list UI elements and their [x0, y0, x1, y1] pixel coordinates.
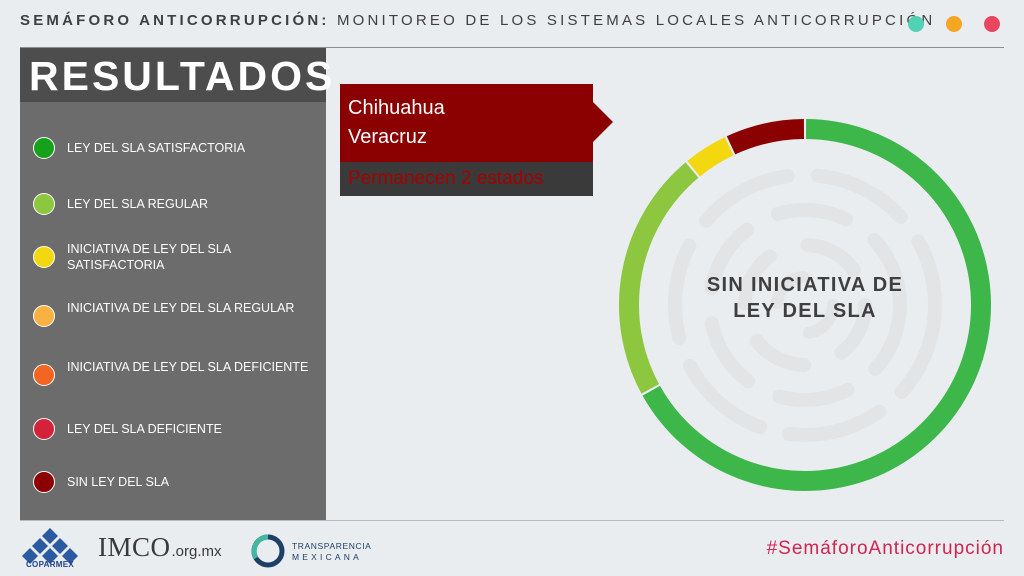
results-sidebar: RESULTADOS LEY DEL SLA SATISFACTORIA LEY … [20, 48, 332, 520]
imco-logo: IMCO .org.mx [98, 532, 222, 562]
imco-domain: .org.mx [171, 543, 222, 560]
donut-slices [619, 119, 991, 491]
legend-item: INICIATIVA DE LEY DEL SLA SATISFACTORIA [20, 242, 326, 272]
coparmex-label: COPARMEX [25, 560, 75, 569]
legend-item: LEY DEL SLA DEFICIENTE [20, 415, 326, 443]
legend-label: INICIATIVA DE LEY DEL SLA DEFICIENTE [67, 360, 309, 374]
coparmex-logo-icon [22, 528, 78, 564]
donut-slice [687, 137, 734, 177]
transparencia-logo-icon [251, 534, 285, 568]
footer-divider [20, 520, 1004, 521]
legend-item: SIN LEY DEL SLA [20, 468, 326, 496]
legend-swatch [33, 305, 55, 327]
donut-center-label: SIN INICIATIVA DE LEY DEL SLA [680, 272, 930, 324]
legend-label: SIN LEY DEL SLA [67, 475, 170, 489]
transparencia-label: TRANSPARENCIA MEXICANA [292, 541, 371, 563]
legend-label: LEY DEL SLA REGULAR [67, 197, 209, 211]
legend-swatch [33, 193, 55, 215]
legend-label: INICIATIVA DE LEY DEL SLA REGULAR [67, 301, 295, 315]
transparencia-line1: TRANSPARENCIA [292, 541, 372, 551]
legend-label: INICIATIVA DE LEY DEL SLA SATISFACTORIA [67, 242, 231, 272]
center-label-line2: LEY DEL SLA [733, 300, 877, 322]
transparencia-line2: MEXICANA [292, 552, 362, 562]
donut-slice [642, 119, 991, 491]
header-dots [908, 16, 1000, 32]
legend-label: LEY DEL SLA DEFICIENTE [67, 422, 222, 436]
legend-swatch [33, 364, 55, 386]
legend-item: LEY DEL SLA SATISFACTORIA [20, 134, 326, 162]
legend-swatch [33, 418, 55, 440]
remaining-states: Permanecen 2 estados [340, 162, 593, 196]
page-header: SEMÁFORO ANTICORRUPCIÓN: MONITOREO DE LO… [20, 12, 932, 36]
header-title-rest: MONITOREO DE LOS SISTEMAS LOCALES ANTICO… [329, 12, 936, 29]
legend-swatch [33, 137, 55, 159]
legend-item: LEY DEL SLA REGULAR [20, 190, 326, 218]
legend-swatch [33, 471, 55, 493]
center-label-line1: SIN INICIATIVA DE [706, 274, 904, 296]
legend-swatch [33, 246, 55, 268]
teal-dot [908, 16, 924, 32]
hashtag-link[interactable]: #SemáforoAnticorrupción [766, 538, 1004, 559]
state-chihuahua: Chihuahua [348, 97, 445, 119]
state-veracruz: Veracruz [348, 126, 427, 148]
imco-main: IMCO [98, 532, 171, 562]
results-title: RESULTADOS [20, 48, 332, 102]
donut-chart [619, 119, 991, 491]
legend-item: INICIATIVA DE LEY DEL SLA REGULAR [20, 301, 326, 330]
legend-item: INICIATIVA DE LEY DEL SLA DEFICIENTE [20, 360, 326, 389]
donut-slice [726, 119, 805, 155]
orange-dot [946, 16, 962, 32]
header-divider [20, 47, 1004, 48]
decorative-rings [668, 168, 942, 442]
header-title-bold: SEMÁFORO ANTICORRUPCIÓN: [20, 12, 330, 29]
legend-label: LEY DEL SLA SATISFACTORIA [67, 141, 246, 155]
states-arrow [593, 102, 613, 142]
donut-slice [619, 162, 699, 394]
pink-dot [984, 16, 1000, 32]
states-box: Chihuahua Veracruz [340, 84, 593, 162]
